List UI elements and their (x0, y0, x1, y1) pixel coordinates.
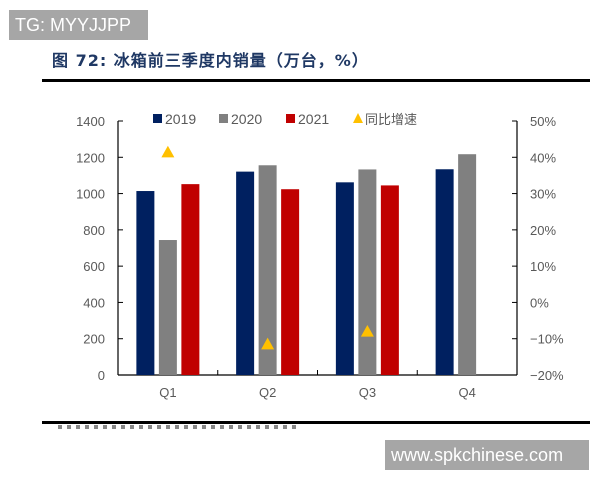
left-axis-tick-label: 0 (98, 368, 105, 383)
bar-2019-Q1 (136, 191, 155, 375)
legend-label: 2019 (165, 111, 196, 127)
left-axis-tick-label: 1400 (76, 114, 105, 129)
right-axis-tick-label: 30% (530, 187, 556, 202)
right-axis-tick-label: 10% (530, 259, 556, 274)
bar-2020-Q3 (358, 169, 377, 375)
left-axis-tick-label: 800 (83, 223, 105, 238)
figure-title: 图 72: 冰箱前三季度内销量（万台，%） (52, 51, 369, 70)
watermark-top: TG: MYYJJPP (9, 10, 148, 40)
right-axis-tick-label: −10% (530, 332, 564, 347)
growth-marker-triangle-icon (261, 337, 275, 350)
x-axis-category-label: Q1 (159, 385, 176, 400)
right-axis-tick-label: 0% (530, 295, 549, 310)
legend-label: 2021 (298, 111, 329, 127)
growth-marker-triangle-icon (360, 324, 374, 337)
bar-2020-Q1 (158, 240, 177, 375)
legend-label: 同比增速 (365, 113, 417, 128)
source-note-fragment (58, 425, 298, 429)
right-axis-tick-label: 40% (530, 150, 556, 165)
legend-label: 2020 (231, 111, 262, 127)
bar-2019-Q2 (236, 171, 255, 375)
right-axis-tick-label: 20% (530, 223, 556, 238)
bar-2021-Q3 (380, 185, 399, 375)
title-rule (42, 79, 590, 82)
left-axis-tick-label: 200 (83, 332, 105, 347)
legend-swatch-triangle-icon (353, 113, 363, 123)
left-axis-tick-label: 1200 (76, 150, 105, 165)
bar-2020-Q2 (258, 165, 277, 375)
bar-2019-Q4 (435, 169, 454, 375)
x-axis-category-label: Q2 (259, 385, 276, 400)
watermark-bottom: www.spkchinese.com (385, 440, 589, 470)
x-axis-category-label: Q4 (458, 385, 475, 400)
x-axis-category-label: Q3 (359, 385, 376, 400)
legend-swatch-square-icon (153, 114, 162, 123)
left-axis-tick-label: 400 (83, 295, 105, 310)
bar-2021-Q1 (181, 184, 200, 375)
bar-2020-Q4 (458, 154, 477, 375)
left-axis-tick-label: 1000 (76, 187, 105, 202)
growth-marker-triangle-icon (161, 145, 175, 158)
left-axis-tick-label: 600 (83, 259, 105, 274)
bar-2021-Q2 (281, 189, 300, 375)
right-axis-tick-label: −20% (530, 368, 564, 383)
legend-swatch-square-icon (219, 114, 228, 123)
footer-rule (42, 421, 590, 424)
bar-2019-Q3 (335, 182, 354, 375)
right-axis-tick-label: 50% (530, 114, 556, 129)
legend-swatch-square-icon (286, 114, 295, 123)
